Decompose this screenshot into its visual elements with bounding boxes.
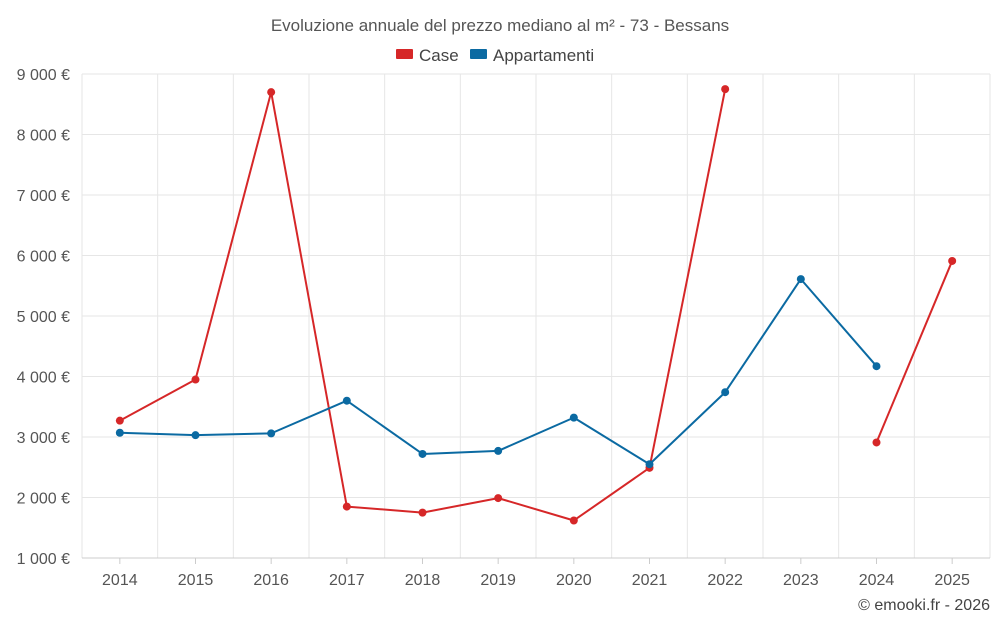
- data-point-appartamenti[interactable]: [645, 460, 654, 469]
- y-tick-label: 6 000 €: [17, 249, 70, 266]
- x-tick-label: 2017: [329, 572, 365, 589]
- series: [115, 85, 957, 525]
- y-tick-label: 5 000 €: [17, 309, 70, 326]
- x-tick-label: 2014: [102, 572, 138, 589]
- data-point-appartamenti[interactable]: [115, 428, 124, 437]
- legend-swatch-appartamenti: [470, 49, 487, 59]
- series-appartamenti: [115, 275, 881, 469]
- data-point-appartamenti[interactable]: [418, 449, 427, 458]
- x-tick-label: 2021: [632, 572, 668, 589]
- data-point-case[interactable]: [721, 85, 730, 94]
- data-point-appartamenti[interactable]: [569, 413, 578, 422]
- legend-label-case[interactable]: Case: [419, 46, 459, 65]
- y-tick-label: 9 000 €: [17, 67, 70, 84]
- data-point-case[interactable]: [569, 516, 578, 525]
- legend: Case Appartamenti: [396, 46, 594, 65]
- data-point-case[interactable]: [418, 508, 427, 517]
- x-tick-label: 2015: [178, 572, 214, 589]
- x-tick-label: 2020: [556, 572, 592, 589]
- x-tick-label: 2019: [480, 572, 516, 589]
- x-tick-label: 2025: [934, 572, 970, 589]
- series-line-case: [875, 260, 954, 443]
- data-point-appartamenti[interactable]: [267, 429, 276, 438]
- chart-title: Evoluzione annuale del prezzo mediano al…: [271, 16, 729, 35]
- legend-label-appartamenti[interactable]: Appartamenti: [493, 46, 594, 65]
- data-point-case[interactable]: [191, 375, 200, 384]
- axes: 1 000 € 2 000 € 3 000 € 4 000 € 5 000 € 6 000…: [17, 67, 990, 589]
- data-point-case[interactable]: [115, 416, 124, 425]
- y-tick-label: 2 000 €: [17, 491, 70, 508]
- y-tick-label: 8 000 €: [17, 128, 70, 145]
- data-point-appartamenti[interactable]: [494, 446, 503, 455]
- x-tick-label: 2023: [783, 572, 819, 589]
- x-tick-label: 2016: [253, 572, 289, 589]
- y-tick-label: 3 000 €: [17, 430, 70, 447]
- grid: [81, 73, 991, 558]
- data-point-appartamenti[interactable]: [191, 431, 200, 440]
- y-tick-label: 1 000 €: [17, 551, 70, 568]
- data-point-case[interactable]: [342, 502, 351, 511]
- x-tick-label: 2024: [859, 572, 895, 589]
- data-point-appartamenti[interactable]: [872, 362, 881, 371]
- legend-swatch-case: [396, 49, 413, 59]
- data-point-case[interactable]: [494, 494, 503, 503]
- data-point-appartamenti[interactable]: [796, 275, 805, 284]
- data-point-case[interactable]: [267, 88, 276, 97]
- y-tick-label: 4 000 €: [17, 370, 70, 387]
- x-tick-label: 2018: [405, 572, 441, 589]
- data-point-case[interactable]: [872, 438, 881, 447]
- data-point-appartamenti[interactable]: [342, 396, 351, 405]
- x-tick-label: 2022: [707, 572, 743, 589]
- credit-text: © emooki.fr - 2026: [858, 597, 990, 614]
- data-point-case[interactable]: [948, 256, 957, 265]
- y-tick-label: 7 000 €: [17, 188, 70, 205]
- data-point-appartamenti[interactable]: [721, 388, 730, 397]
